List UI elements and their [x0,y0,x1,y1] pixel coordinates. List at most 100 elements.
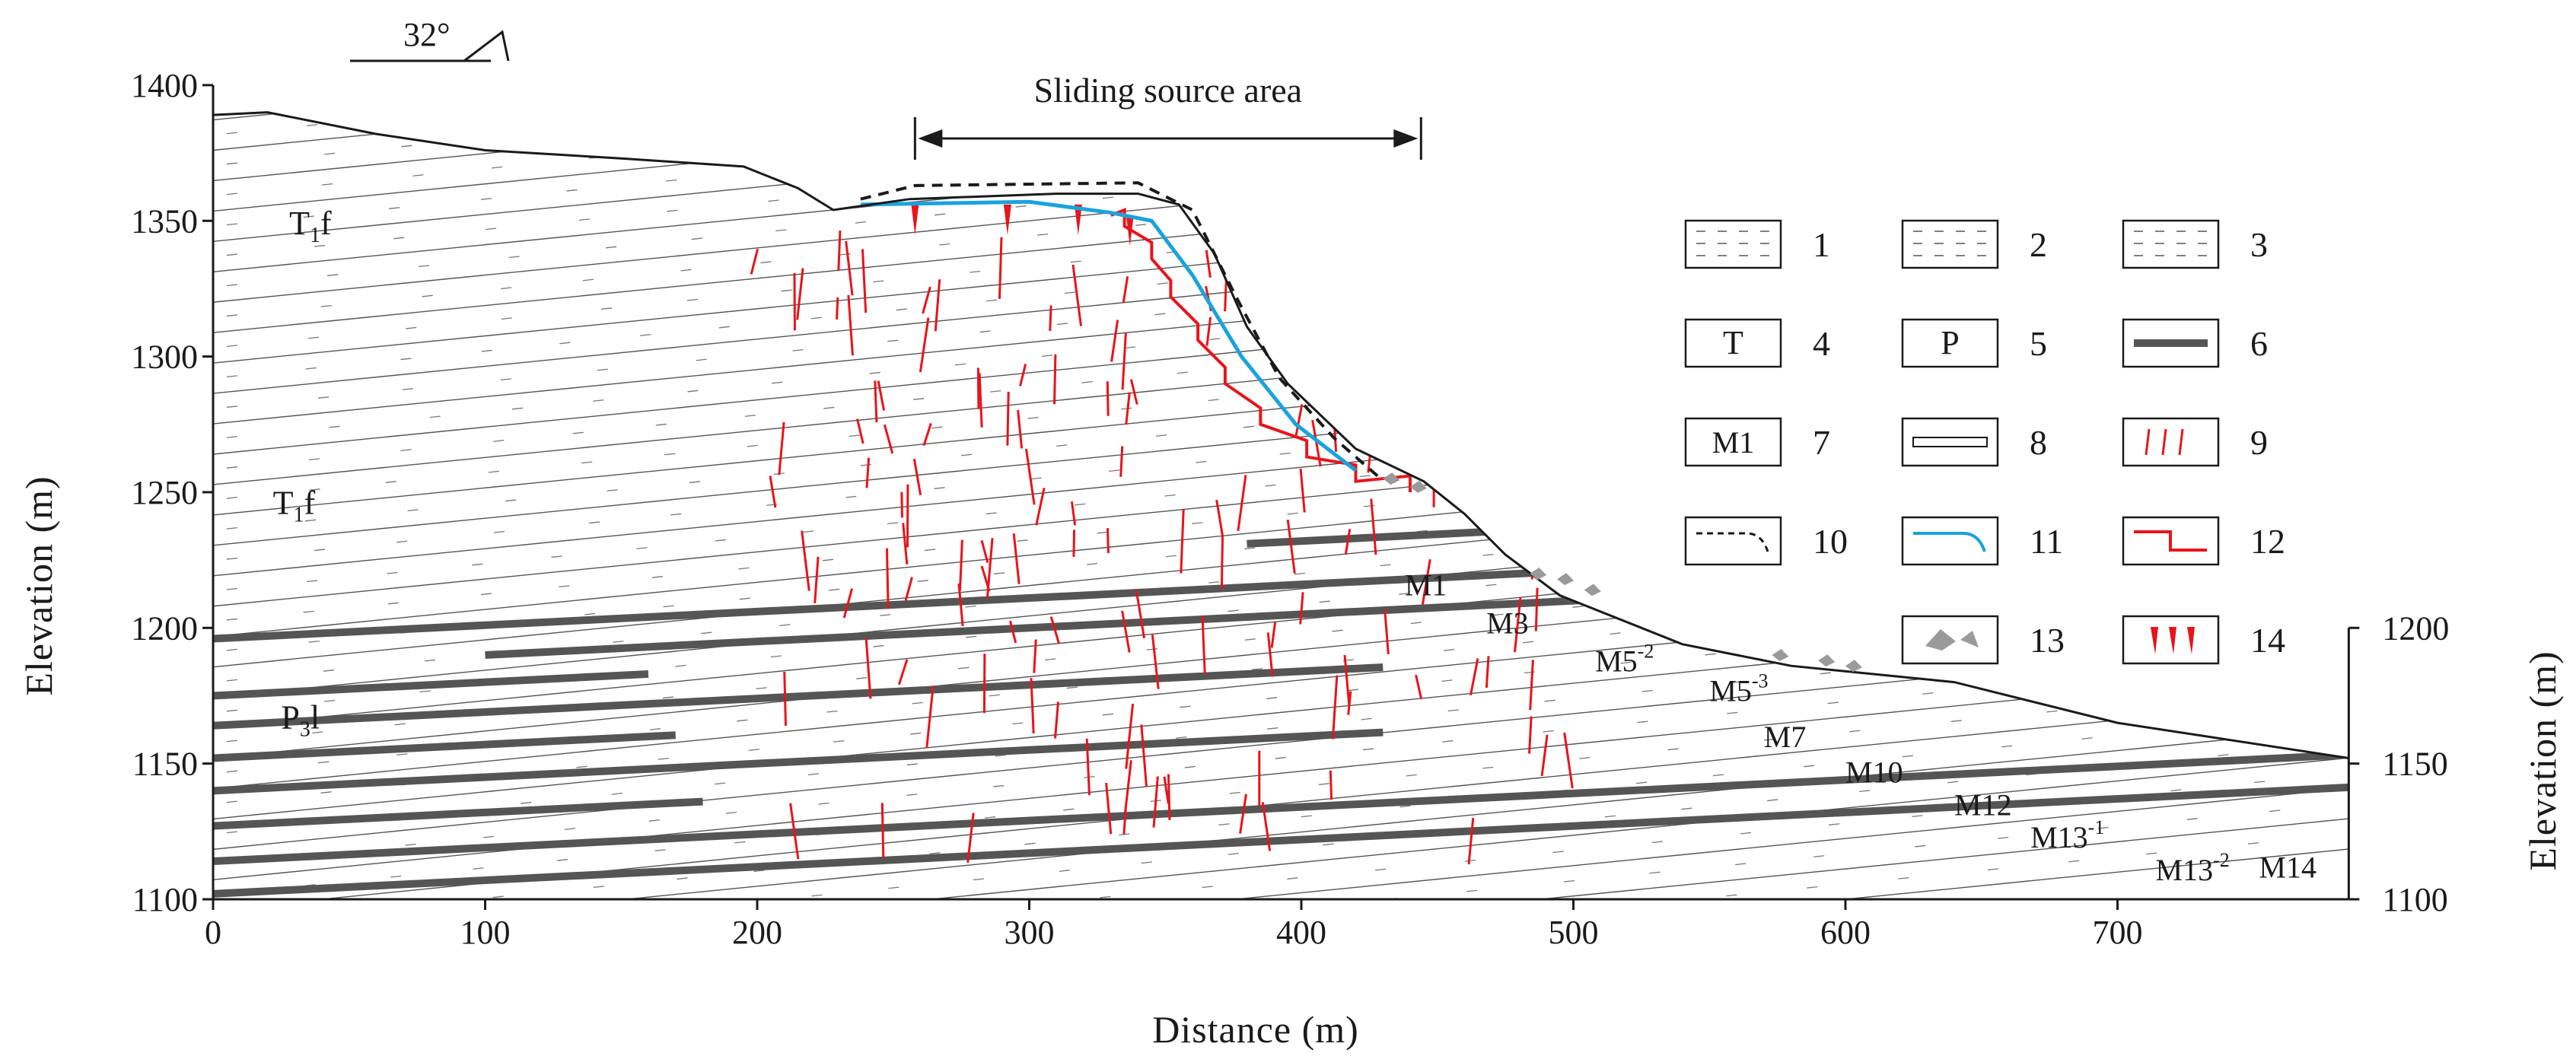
lithology-dash [1563,879,1575,883]
lithology-dash [576,765,587,768]
legend-box [2122,219,2220,269]
lithology-dash [1807,886,1818,889]
lithology-dash [1748,314,1759,317]
lithology-dash [1180,128,1191,131]
lithology-dash [1667,748,1679,751]
lithology-dash [1935,600,1947,603]
lithology-dash [557,859,568,861]
fracture-line [1017,409,1024,449]
lithology-dash [307,336,319,339]
fracture-line [980,539,989,564]
lithology-dash [2011,501,2023,504]
lithology-dash [1702,410,1713,413]
lithology-dash [954,363,966,366]
debris-block [1584,584,1601,596]
lithology-dash [1810,217,1821,220]
fracture-line [1105,782,1113,835]
coal-seam-line [213,728,1384,795]
y-tick-label: 1300 [131,339,198,376]
lithology-dash [492,895,504,899]
lithology-dash [869,371,880,374]
fracture-line [1299,468,1306,513]
lithology-dash [314,244,326,247]
fracture-line [1054,701,1060,739]
legend-number: 14 [2250,621,2285,660]
lithology-dash [412,174,424,177]
coal-seam-line [213,749,2349,866]
legend-debris [1960,631,1979,647]
lithology-dash [1744,163,1756,166]
step-failure-surface [911,204,1412,492]
lithology-dash [501,317,512,320]
formation-labels: T1f T1f P3l [273,205,332,741]
lithology-dash [839,253,851,256]
lithology-dash [226,284,237,287]
lithology-dash [1584,179,1596,182]
fracture-line [865,457,871,488]
fracture-line [1384,609,1390,654]
lithology-dash [226,497,237,499]
lithology-dash [226,800,237,803]
seam-label: M1 [1405,568,1447,602]
lithology-dash [1444,436,1456,439]
lithology-dash [1157,282,1168,285]
lithology-dash [937,92,947,94]
legend-number: 5 [2030,324,2047,363]
lithology-dash [1445,466,1457,469]
lithology-dash [559,39,570,40]
lithology-dash [2140,701,2151,704]
fracture-line [1481,375,1492,422]
lithology-dash [309,488,320,491]
fracture-line [1122,809,1127,835]
lithology-dash [2031,590,2043,593]
lithology-dash [823,43,833,44]
lithology-dash [734,21,744,23]
fracture-line [1201,615,1206,675]
lithology-dash [2329,44,2339,46]
fracture-line [978,373,983,428]
lithology-dash [1465,373,1477,376]
lithology-dash [1584,574,1596,577]
lithology-dash [925,549,936,552]
y-tick-label: 1150 [132,746,198,783]
legend-crack [2169,627,2176,654]
lithology-dash [312,731,323,734]
lithology-dash [1488,188,1500,191]
lithology-dash [419,690,431,693]
legend-number: 4 [1813,324,1830,363]
lithology-dash [651,91,662,92]
lithology-dash [1309,85,1320,87]
lithology-dash [389,207,400,209]
lithology-dash [2263,384,2275,387]
lithology-dash [1318,783,1329,785]
lithology-dash [2258,202,2269,205]
lithology-dash [680,269,692,272]
lithology-dash [324,699,336,702]
lithology-dash [1180,705,1191,708]
y-tick-label: 1200 [131,609,198,647]
fracture-line [1388,259,1398,325]
lithology-dash [1526,488,1537,491]
lithology-dash [1209,338,1221,341]
lithology-dash [1988,109,1998,110]
coal-seam-line [213,663,1384,730]
lithology-dash [748,749,759,751]
fracture-line [934,279,941,332]
lithology-dash [2268,262,2280,266]
fracture-line [982,654,986,714]
lithology-dash [963,119,975,122]
right-tick-label: 1200 [2382,609,2449,647]
lithology-dash [826,710,838,713]
fracture-line [1286,520,1296,574]
lithology-dash [1485,7,1496,8]
lithology-dash [2001,745,2013,748]
debris-block [1410,480,1427,493]
fracture-line [1012,533,1021,584]
lithology-dash [852,100,862,102]
lithology-dash [227,102,237,103]
lithology-dash [501,287,512,290]
lithology-dash [396,540,408,543]
lithology-dash [2342,377,2349,380]
legend-box [1684,417,1782,467]
lithology-dash [1218,823,1230,826]
